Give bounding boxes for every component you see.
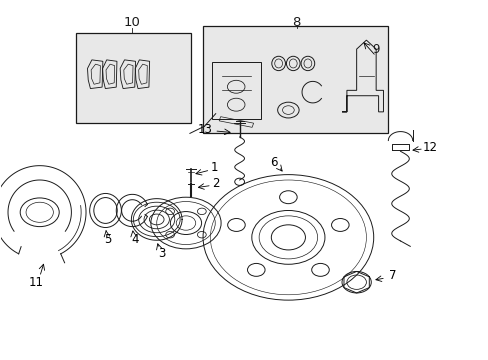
Text: 7: 7 (388, 269, 396, 282)
Text: 12: 12 (422, 141, 436, 154)
Text: 11: 11 (28, 276, 43, 289)
Bar (76, 33, 190, 123)
Text: 6: 6 (269, 156, 277, 168)
Text: 5: 5 (104, 233, 111, 246)
Bar (219, 117, 253, 127)
Text: 2: 2 (212, 177, 220, 190)
Bar (203, 26, 387, 134)
Text: 13: 13 (198, 123, 212, 136)
Bar (211, 62, 260, 119)
Text: 3: 3 (158, 247, 165, 260)
Text: 10: 10 (123, 16, 141, 29)
Text: 8: 8 (292, 16, 300, 29)
Text: 4: 4 (131, 233, 138, 246)
Text: 9: 9 (372, 42, 379, 55)
Text: 1: 1 (210, 161, 218, 174)
